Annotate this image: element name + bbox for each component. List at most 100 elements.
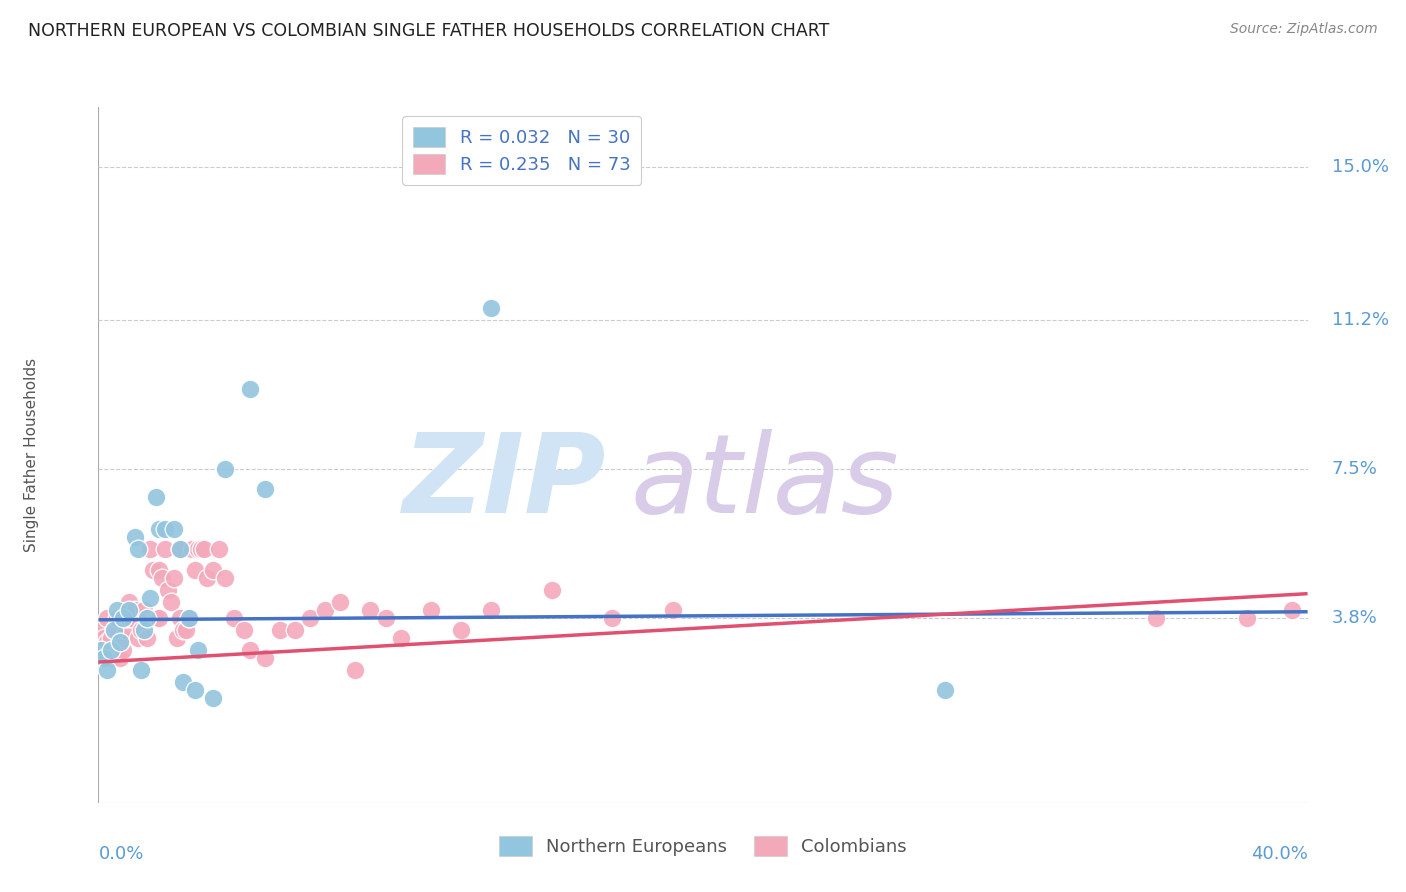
Point — [153, 522, 176, 536]
Point — [124, 603, 146, 617]
Point — [184, 683, 207, 698]
Point — [661, 603, 683, 617]
Point — [90, 623, 112, 637]
Point — [121, 611, 143, 625]
Text: 15.0%: 15.0% — [1331, 159, 1389, 177]
Point — [105, 611, 128, 625]
Point — [139, 591, 162, 605]
Point — [108, 651, 131, 665]
Point — [1281, 603, 1303, 617]
Text: Single Father Households: Single Father Households — [24, 358, 39, 552]
Point — [166, 631, 188, 645]
Point — [344, 663, 367, 677]
Point — [299, 611, 322, 625]
Point — [181, 542, 204, 557]
Point — [96, 635, 118, 649]
Text: 3.8%: 3.8% — [1331, 609, 1378, 627]
Point — [253, 482, 276, 496]
Point — [100, 631, 122, 645]
Point — [145, 611, 167, 625]
Point — [153, 542, 176, 557]
Point — [190, 542, 212, 557]
Point — [232, 623, 254, 637]
Point — [105, 623, 128, 637]
Point — [100, 643, 122, 657]
Point — [329, 595, 352, 609]
Point — [419, 603, 441, 617]
Point — [135, 611, 157, 625]
Text: 0.0%: 0.0% — [98, 845, 143, 863]
Point — [1144, 611, 1167, 625]
Point — [172, 675, 194, 690]
Point — [93, 651, 115, 665]
Point — [105, 603, 128, 617]
Point — [169, 542, 191, 557]
Point — [169, 542, 191, 557]
Point — [96, 663, 118, 677]
Text: NORTHERN EUROPEAN VS COLOMBIAN SINGLE FATHER HOUSEHOLDS CORRELATION CHART: NORTHERN EUROPEAN VS COLOMBIAN SINGLE FA… — [28, 22, 830, 40]
Point — [103, 623, 125, 637]
Text: atlas: atlas — [630, 429, 898, 536]
Point — [135, 631, 157, 645]
Point — [129, 663, 152, 677]
Point — [127, 631, 149, 645]
Point — [90, 643, 112, 657]
Point — [284, 623, 307, 637]
Point — [148, 522, 170, 536]
Point — [103, 623, 125, 637]
Point — [193, 542, 215, 557]
Point — [602, 611, 624, 625]
Point — [139, 542, 162, 557]
Point — [118, 603, 141, 617]
Point — [114, 623, 136, 637]
Point — [208, 542, 231, 557]
Point — [1236, 611, 1258, 625]
Point — [169, 611, 191, 625]
Point — [174, 623, 197, 637]
Point — [114, 611, 136, 625]
Point — [132, 603, 155, 617]
Point — [145, 490, 167, 504]
Point — [103, 643, 125, 657]
Point — [389, 631, 412, 645]
Point — [111, 611, 134, 625]
Point — [314, 603, 336, 617]
Point — [253, 651, 276, 665]
Point — [195, 571, 218, 585]
Point — [160, 595, 183, 609]
Point — [187, 643, 209, 657]
Point — [111, 643, 134, 657]
Point — [481, 603, 503, 617]
Point — [540, 582, 562, 597]
Legend: Northern Europeans, Colombians: Northern Europeans, Colombians — [492, 829, 914, 863]
Point — [129, 623, 152, 637]
Point — [184, 562, 207, 576]
Point — [374, 611, 396, 625]
Point — [187, 542, 209, 557]
Point — [93, 643, 115, 657]
Point — [214, 462, 236, 476]
Point — [90, 643, 112, 657]
Point — [93, 631, 115, 645]
Point — [360, 603, 382, 617]
Point — [239, 643, 262, 657]
Point — [96, 611, 118, 625]
Point — [481, 301, 503, 315]
Point — [202, 691, 225, 706]
Point — [172, 623, 194, 637]
Point — [150, 571, 173, 585]
Point — [202, 562, 225, 576]
Text: ZIP: ZIP — [402, 429, 606, 536]
Point — [108, 635, 131, 649]
Point — [177, 611, 201, 625]
Point — [177, 611, 201, 625]
Point — [118, 595, 141, 609]
Point — [148, 611, 170, 625]
Point — [450, 623, 472, 637]
Point — [124, 530, 146, 544]
Text: 11.2%: 11.2% — [1331, 311, 1389, 329]
Point — [163, 571, 186, 585]
Text: Source: ZipAtlas.com: Source: ZipAtlas.com — [1230, 22, 1378, 37]
Point — [224, 611, 246, 625]
Point — [269, 623, 291, 637]
